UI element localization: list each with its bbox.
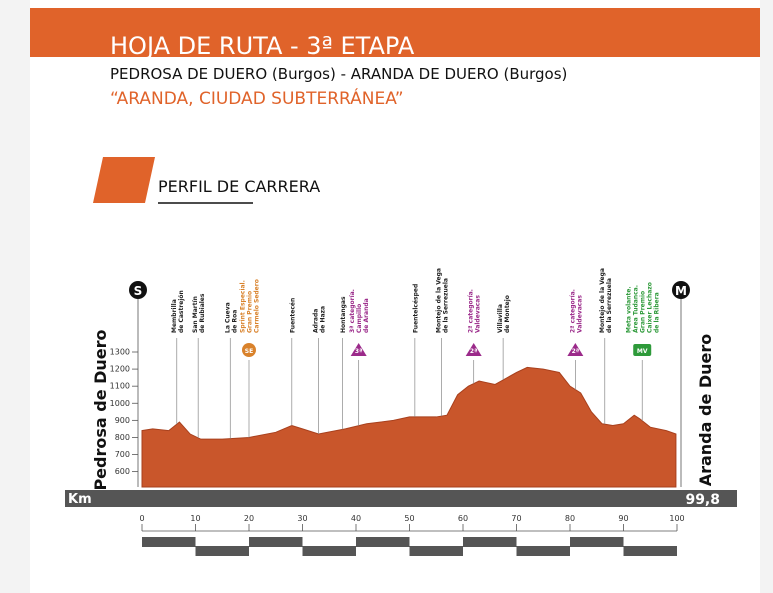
waypoint-label: Fuentecén bbox=[289, 298, 296, 333]
x-tick-label: 0 bbox=[139, 514, 144, 523]
badge-label: MV bbox=[637, 348, 648, 355]
waypoint-label: de Haza bbox=[320, 306, 327, 333]
waypoint-label: Fuentelcésped bbox=[412, 284, 419, 333]
finish-symbol: M bbox=[675, 284, 687, 298]
x-tick-label: 50 bbox=[404, 514, 414, 523]
finish-marker bbox=[672, 281, 690, 299]
waypoint-label: 2ª categoría. bbox=[468, 289, 475, 333]
y-tick-label: 800 bbox=[115, 433, 130, 442]
x-tick-label: 30 bbox=[297, 514, 307, 523]
start-name: Pedrosa de Duero bbox=[91, 329, 110, 490]
waypoint-label: de la Serrezuela bbox=[443, 278, 450, 333]
waypoint-label: Campillo bbox=[356, 304, 363, 333]
y-tick-label: 600 bbox=[115, 467, 130, 476]
tagline: “ARANDA, CIUDAD SUBTERRÁNEA” bbox=[110, 87, 404, 109]
badge-label: SE bbox=[245, 348, 253, 355]
badge bbox=[242, 343, 256, 357]
waypoint-label: Hontangas bbox=[340, 296, 347, 333]
header-bar bbox=[30, 8, 760, 57]
subtitle: PEDROSA DE DUERO (Burgos) - ARANDA DE DU… bbox=[110, 65, 567, 83]
x-tick-label: 40 bbox=[351, 514, 361, 523]
x-tick-label: 100 bbox=[669, 514, 684, 523]
waypoint-label: de Aranda bbox=[363, 298, 370, 333]
waypoint-label: de Roa bbox=[231, 310, 238, 333]
x-tick-label: 60 bbox=[458, 514, 468, 523]
waypoint-label: Montejo de la Vega bbox=[599, 268, 606, 333]
waypoint-label: Sprint Especial. bbox=[240, 280, 247, 333]
segment-block bbox=[409, 546, 463, 556]
y-tick-label: 1100 bbox=[110, 382, 130, 391]
start-marker bbox=[129, 281, 147, 299]
badge bbox=[350, 343, 367, 356]
x-tick-label: 20 bbox=[244, 514, 254, 523]
waypoint-label: de Rubiales bbox=[199, 293, 206, 333]
waypoint-label: Adrada bbox=[313, 309, 320, 333]
segment-block bbox=[356, 537, 410, 547]
badge bbox=[465, 343, 482, 356]
segment-strip bbox=[142, 537, 677, 556]
waypoint-label: de la Ribera bbox=[654, 292, 661, 333]
y-tick-label: 1000 bbox=[110, 399, 130, 408]
waypoint-label: de la Serrezuela bbox=[606, 278, 613, 333]
waypoint-label: Gran Premio bbox=[247, 291, 254, 333]
waypoint-label: 2ª categoría. bbox=[569, 289, 576, 333]
start-symbol: S bbox=[134, 284, 143, 298]
waypoint-label: Meta volante. bbox=[626, 286, 633, 333]
x-tick-label: 80 bbox=[565, 514, 575, 523]
elevation-profile bbox=[141, 366, 677, 488]
finish-name: Aranda de Duero bbox=[696, 334, 715, 487]
km-bar bbox=[65, 490, 737, 507]
badge-label: 2ª bbox=[572, 348, 580, 355]
y-tick-label: 1300 bbox=[110, 348, 130, 357]
segment-block bbox=[195, 546, 249, 556]
segment-block bbox=[302, 546, 356, 556]
badge bbox=[567, 343, 584, 356]
x-tick-label: 90 bbox=[618, 514, 628, 523]
title: HOJA DE RUTA - 3ª ETAPA bbox=[110, 32, 415, 60]
segment-block bbox=[623, 546, 677, 556]
waypoint-label: 3ª categoría. bbox=[349, 289, 356, 333]
waypoint-label: Carmelo Sedero bbox=[254, 279, 261, 333]
x-tick-label: 70 bbox=[511, 514, 521, 523]
waypoint-label: Montejo de la Vega bbox=[436, 268, 443, 333]
segment-block bbox=[516, 546, 570, 556]
waypoint-label: de Montejo bbox=[504, 295, 511, 333]
waypoint-label: San Martín bbox=[192, 296, 199, 333]
y-tick-label: 1200 bbox=[110, 365, 130, 374]
x-tick-label: 10 bbox=[190, 514, 200, 523]
segment-block bbox=[142, 537, 196, 547]
waypoint-label: de Castrejón bbox=[178, 290, 185, 333]
badge-label: 2ª bbox=[470, 348, 478, 355]
km-total: 99,8 bbox=[685, 492, 720, 508]
waypoint-label: Valdevacas bbox=[576, 295, 583, 333]
waypoint-label: La Cueva bbox=[224, 302, 231, 333]
km-label: Km bbox=[68, 492, 92, 507]
section-icon bbox=[93, 157, 155, 203]
badge-label: 3ª bbox=[355, 348, 363, 355]
waypoint-label: Valdevacas bbox=[475, 295, 482, 333]
segment-block bbox=[249, 537, 303, 547]
waypoint-label: Membrilla bbox=[171, 299, 178, 333]
y-tick-label: 700 bbox=[115, 450, 130, 459]
waypoint-label: Villavilla bbox=[497, 304, 504, 333]
segment-block bbox=[463, 537, 517, 547]
waypoint-label: Gran Premio bbox=[640, 291, 647, 333]
waypoint-label: Caixer Lechazo bbox=[647, 282, 654, 333]
waypoint-label: Área Tudanca. bbox=[633, 285, 640, 333]
segment-block bbox=[570, 537, 624, 547]
section-title: PERFIL DE CARRERA bbox=[158, 177, 320, 196]
y-tick-label: 900 bbox=[115, 416, 130, 425]
badge bbox=[633, 344, 652, 356]
